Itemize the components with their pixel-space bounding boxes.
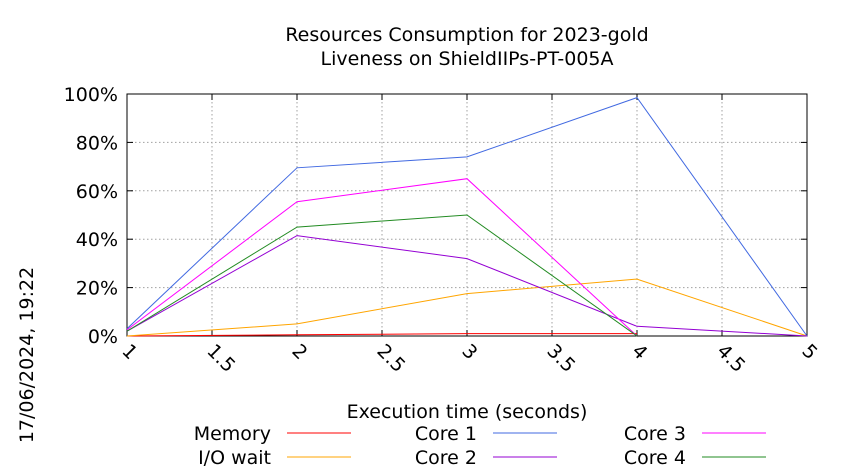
x-tick-label: 3 [457,340,481,364]
x-tick-label: 5 [797,340,821,364]
legend-label-i-o-wait: I/O wait [198,447,271,469]
series-lines [126,97,808,337]
grid [127,94,807,336]
x-tick-label: 4 [627,340,651,364]
x-tick-label: 1.5 [202,340,239,377]
axis-ticks: 1 1.5 2 2.5 3 3.5 4 4.5 5 0% 20% 40% 60% 80% 100% [64,84,822,377]
series-line-core-4 [126,214,638,337]
legend-label-core-2: Core 2 [415,447,477,469]
series-line-core-2 [126,235,808,337]
series-line-i-o-wait [126,278,808,337]
legend-label-core-1: Core 1 [415,423,477,445]
legend-label-core-3: Core 3 [624,423,686,445]
legend-label-core-4: Core 4 [624,447,686,469]
y-tick-label: 80% [76,132,118,154]
x-tick-label: 3.5 [542,340,579,377]
x-tick-label: 1 [117,340,141,364]
series-line-memory [126,333,637,337]
x-tick-label: 2 [287,340,311,364]
y-tick-label: 100% [64,84,118,106]
y-tick-label: 40% [76,229,118,251]
series-line-core-1 [126,97,808,337]
y-tick-label: 20% [76,278,118,300]
x-axis-label: Execution time (seconds) [347,401,588,423]
chart-title-line-2: Liveness on ShieldIIPs-PT-005A [320,48,613,70]
chart-title-line-1: Resources Consumption for 2023-gold [285,24,648,46]
series-line-core-3 [126,178,638,337]
x-tick-label: 2.5 [372,340,409,377]
legend-label-memory: Memory [194,423,271,445]
timestamp-label: 17/06/2024, 19:22 [16,267,38,443]
y-tick-label: 60% [76,181,118,203]
x-tick-label: 4.5 [712,340,749,377]
y-tick-label: 0% [88,326,118,348]
